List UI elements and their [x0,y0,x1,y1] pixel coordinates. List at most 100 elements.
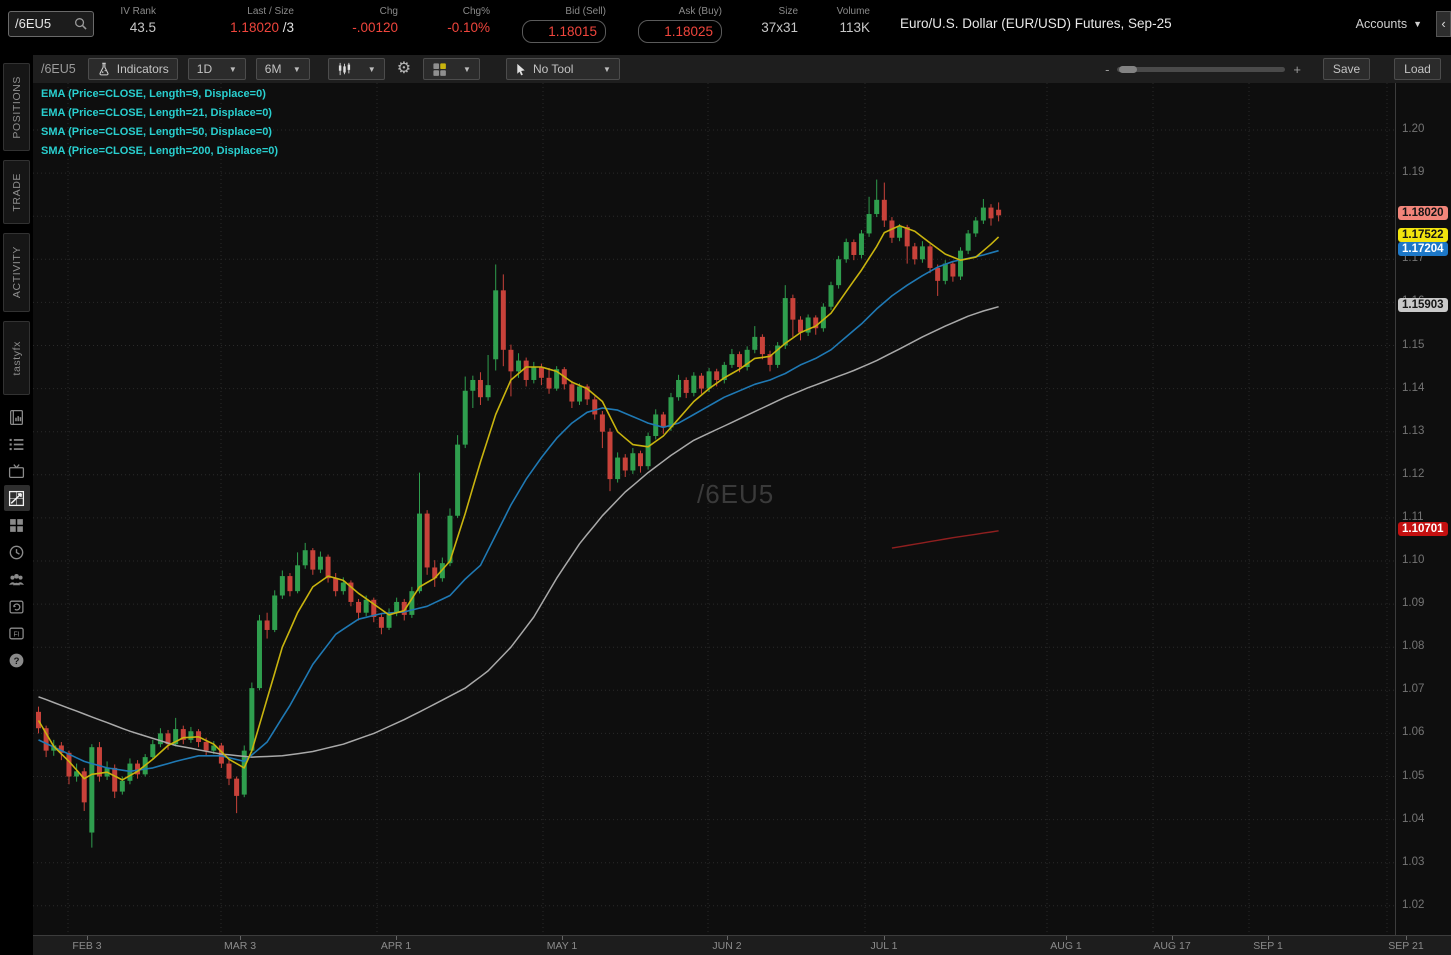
time-tickmark [396,936,397,940]
indicators-button[interactable]: Indicators [87,58,178,80]
symbol-input[interactable]: /6EU5 [15,16,52,31]
save-button[interactable]: Save [1323,58,1370,80]
layout-dropdown[interactable]: ▼ [423,58,480,80]
time-axis[interactable]: FEB 3 MAR 3 APR 1 MAY 1 JUN 2 JUL 1 AUG 1 AUG 1… [33,935,1451,955]
time-tickmark [727,936,728,940]
overlay-sma50 [38,305,999,758]
quote-field-label: IV Rank [120,5,156,17]
timeframe-dropdown[interactable]: 1D ▼ [187,58,246,80]
quote-field-chg: Chg -.00120 [320,5,398,37]
accounts-label: Accounts [1355,16,1408,31]
chart-panel: /6EU5 Indicators 1D ▼ 6M ▼ ▼ [33,55,1451,955]
price-tick: 1.10 [1402,554,1425,566]
chart-toolbar: /6EU5 Indicators 1D ▼ 6M ▼ ▼ [33,55,1451,83]
quote-field-label: Volume [836,5,870,17]
cursor-icon [517,63,525,75]
list-icon[interactable] [4,431,30,457]
chart-icon[interactable] [3,485,30,511]
drawing-tool-dropdown[interactable]: No Tool ▼ [505,58,620,80]
overlay-sma200 [891,530,999,549]
legend-line-3[interactable]: SMA (Price=CLOSE, Length=200, Displace=0… [41,145,279,157]
sidebar-tab-tastyfx[interactable]: tastyfx [3,321,30,395]
price-tick: 1.14 [1402,381,1425,394]
gear-icon[interactable]: ⚙ [396,60,412,77]
time-tickmark [240,936,241,940]
history-icon[interactable] [4,539,30,565]
quote-field-value[interactable]: 1.18015 [522,19,606,43]
overlay-ema21 [38,249,999,773]
price-tick: 1.20 [1402,123,1425,135]
sma200-value-chip: 1.10701 [1398,521,1448,536]
legend-line-1[interactable]: EMA (Price=CLOSE, Length=21, Displace=0) [41,107,272,119]
ema9-value-chip: 1.17522 [1398,227,1448,242]
price-tick: 1.05 [1402,769,1425,782]
sidebar-tab-positions[interactable]: POSITIONS [3,63,30,151]
ema21-value-chip: 1.17204 [1398,241,1448,256]
time-tickmark [87,936,88,940]
time-tick: JUL 1 [870,940,898,952]
range-dropdown[interactable]: 6M ▼ [255,58,310,80]
sidebar-tab-activity[interactable]: ACTIVITY [3,233,30,312]
load-button[interactable]: Load [1394,58,1441,80]
svg-text:?: ? [14,655,20,666]
quote-field-value: 37x31 [761,19,798,35]
time-tick: AUG 17 [1153,940,1191,952]
journal-icon[interactable] [4,404,30,430]
quote-field-value: 113K [839,19,870,35]
zoom-out-button[interactable]: - [1105,61,1110,77]
price-tick: 1.19 [1402,166,1425,179]
price-tick: 1.12 [1402,467,1425,480]
replay-icon[interactable] [4,593,30,619]
quote-field-bid-sell-: Bid (Sell) 1.18015 [516,5,606,43]
price-tick: 1.06 [1402,726,1425,739]
quote-field-value: 43.5 [129,19,156,35]
tv-icon[interactable] [4,458,30,484]
chevron-down-icon: ▼ [463,64,471,74]
price-tick: 1.09 [1402,597,1425,610]
quote-field-size: Size 37x31 [748,5,798,37]
candlestick-icon [338,62,350,76]
collapse-panel-button[interactable]: ‹ [1436,10,1451,37]
layout-grid-icon [433,62,446,76]
sma50-value-chip: 1.15903 [1398,297,1448,312]
chart-type-dropdown[interactable]: ▼ [327,58,385,80]
time-tick: SEP 1 [1253,940,1283,952]
quote-header: /6EU5 IV Rank 43.5 Last / Size 1.18020 /3 Ch… [0,0,1451,47]
price-tick: 1.07 [1402,683,1425,696]
quote-field-value[interactable]: 1.18025 [638,19,722,43]
price-tick: 1.02 [1402,898,1425,911]
chevron-down-icon: ▼ [1413,18,1422,29]
quote-field-label: Ask (Buy) [678,5,722,17]
people-icon[interactable] [4,566,30,592]
quote-field-label: Size [778,5,798,17]
legend-line-0[interactable]: EMA (Price=CLOSE, Length=9, Displace=0) [41,88,266,100]
legend-line-2[interactable]: SMA (Price=CLOSE, Length=50, Displace=0) [41,126,272,138]
quote-field-value: -0.10% [447,19,490,35]
symbol-search[interactable]: /6EU5 [8,10,94,37]
zoom-slider[interactable] [1117,65,1286,73]
chevron-down-icon: ▼ [228,64,237,74]
svg-text:FI: FI [13,631,19,638]
quote-field-last-size: Last / Size 1.18020 /3 [182,5,294,37]
price-tick: 1.03 [1402,855,1425,868]
quote-field-label: Last / Size [247,5,294,17]
instrument-title: Euro/U.S. Dollar (EUR/USD) Futures, Sep-… [900,16,1172,31]
time-tick: JUN 2 [712,940,742,952]
sidebar-tab-trade[interactable]: TRADE [3,160,30,224]
time-tick: SEP 21 [1388,940,1424,952]
price-chart[interactable] [33,83,1395,935]
quote-field-iv-rank: IV Rank 43.5 [108,5,156,37]
fi-icon[interactable]: FI [4,620,30,646]
help-icon[interactable]: ? [4,647,30,673]
price-axis[interactable]: 1.201.191.181.171.161.151.141.131.121.11… [1395,83,1451,935]
symbol-watermark: /6EU5 [697,479,775,509]
indicator-legend: EMA (Price=CLOSE, Length=9, Displace=0) E… [41,85,278,161]
zoom-in-button[interactable]: + [1293,61,1301,77]
flask-icon [99,62,109,76]
zoom-slider-thumb[interactable] [1119,65,1138,73]
grid-icon[interactable] [4,512,30,538]
quote-fields: IV Rank 43.5 Last / Size 1.18020 /3 Chg -.001… [108,5,896,43]
time-tick: MAY 1 [546,940,578,952]
accounts-menu[interactable]: Accounts ▼ [1356,17,1422,31]
